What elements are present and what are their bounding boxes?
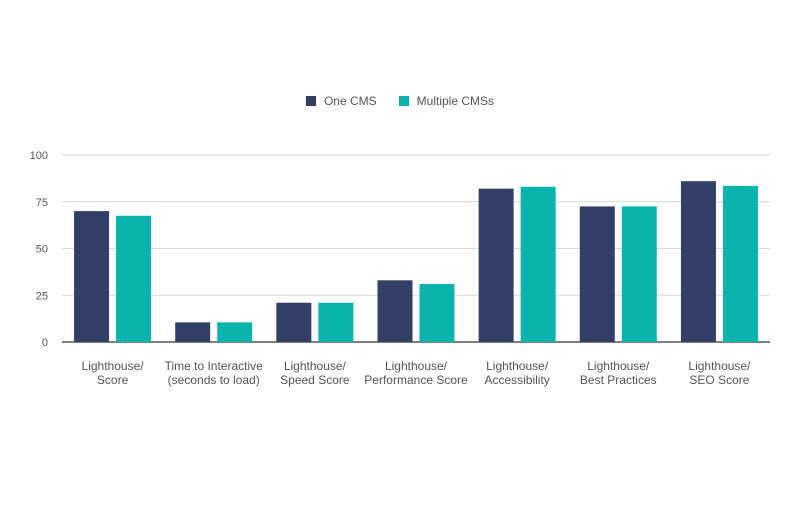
bar-one-cms [579,206,615,342]
legend: One CMS Multiple CMSs [0,94,800,108]
x-category-label: Time to Interactive (seconds to load) [165,359,264,387]
y-tick-label: 100 [30,150,48,162]
x-category-label: Lighthouse/Best Practices [580,359,657,387]
legend-item-one-cms: One CMS [305,94,377,108]
bar-multiple-cmss [318,302,354,342]
bar-one-cms [680,181,716,342]
y-tick-label: 25 [36,290,48,302]
bar-one-cms [377,280,413,342]
legend-swatch-one-cms [305,96,316,106]
x-category-label: Lighthouse/Performance Score [364,359,468,387]
y-tick-label: 0 [42,337,48,349]
bar-one-cms [478,188,514,342]
x-category-label: Lighthouse/Score [82,359,145,387]
legend-label-multiple-cmss: Multiple CMSs [416,94,495,108]
bar-multiple-cmss [621,206,657,342]
legend-item-multiple-cmss: Multiple CMSs [398,94,495,108]
legend-label-one-cms: One CMS [323,94,377,108]
y-tick-label: 75 [36,197,48,209]
bar-multiple-cmss [217,322,253,342]
bar-one-cms [276,302,312,342]
bar-one-cms [74,211,110,342]
bar-multiple-cmss [722,185,758,342]
x-category-label: Lighthouse/Speed Score [280,359,350,387]
y-tick-label: 50 [36,244,48,256]
x-category-label: Lighthouse/SEO Score [688,359,751,387]
legend-swatch-multiple-cmss [398,96,409,106]
bar-one-cms [175,322,211,342]
x-category-label: Lighthouse/Accessibility [484,359,549,387]
bar-multiple-cmss [116,215,152,342]
bar-multiple-cmss [419,284,455,342]
bar-multiple-cmss [520,186,556,342]
